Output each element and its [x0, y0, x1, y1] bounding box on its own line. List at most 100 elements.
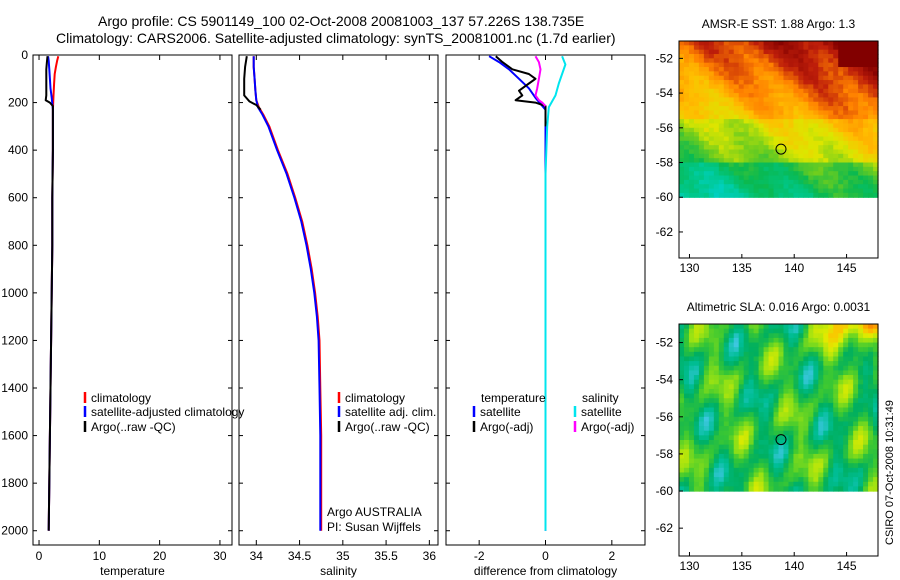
- sst_map-cell: [783, 71, 790, 77]
- sla_map-cell: [763, 430, 770, 436]
- sst_map-cell: [843, 80, 849, 85]
- sla_map-cell: [748, 356, 755, 362]
- sla_map-cell: [713, 467, 720, 474]
- sla_map-cell: [753, 486, 760, 492]
- sla_map-cell: [768, 467, 775, 474]
- sla_map-cell: [773, 398, 780, 404]
- sst_map-cell: [788, 119, 795, 125]
- sla_map-cell: [873, 472, 879, 478]
- sst_map-cell: [743, 136, 750, 142]
- sla_map-cell: [803, 430, 809, 436]
- sla_map-cell: [713, 449, 720, 455]
- sst_map-cell: [808, 106, 814, 112]
- sst_map-cell: [818, 149, 824, 155]
- sst_map-cell: [803, 49, 809, 55]
- sst_map-cell: [738, 149, 745, 155]
- sst_map-cell: [768, 80, 775, 85]
- sla_map-cell: [798, 481, 804, 487]
- sst_map-cell: [833, 49, 839, 55]
- sst_map-cell: [858, 192, 864, 198]
- sst_map-cell: [843, 188, 849, 194]
- sla_map-cell: [763, 407, 770, 413]
- sla_map-xtick-label: 145: [837, 559, 857, 573]
- sla_map-cell: [703, 486, 710, 492]
- sst_map-cell: [728, 45, 735, 51]
- sst_map-cell: [793, 184, 799, 190]
- sst_map-cell: [773, 54, 780, 59]
- sst_map-cell: [793, 58, 799, 64]
- sst_map-cell: [688, 184, 695, 190]
- sst_map-cell: [743, 67, 750, 72]
- sst_map-cell: [813, 62, 819, 68]
- sla_map-cell: [703, 365, 710, 371]
- sla_map-cell: [798, 416, 804, 423]
- sla_map-cell: [818, 347, 824, 353]
- sla_map-cell: [778, 365, 785, 371]
- sla_map-cell: [718, 342, 725, 348]
- sst_map-cell: [703, 132, 710, 138]
- sst_map-cell: [773, 166, 780, 172]
- sst_map-cell: [738, 188, 745, 194]
- sla_map-cell: [823, 347, 829, 353]
- sst_map-cell: [858, 162, 864, 168]
- sst_map-cell: [773, 119, 780, 125]
- header-line1: Argo profile: CS 5901149_100 02-Oct-2008…: [98, 13, 584, 29]
- sla_map-cell: [698, 375, 705, 381]
- sla_map-cell: [688, 402, 695, 409]
- sst_map-cell: [703, 114, 710, 120]
- sst_map-cell: [818, 175, 824, 181]
- sla_map-cell: [823, 430, 829, 436]
- sla_map-cell: [858, 486, 864, 492]
- sla_map-cell: [848, 351, 854, 358]
- sla_map-cell: [773, 481, 780, 487]
- sst_map-cell: [753, 49, 760, 55]
- sla_map-cell: [773, 342, 780, 348]
- sla_map-cell: [813, 458, 819, 464]
- sst_map-cell: [773, 80, 780, 85]
- sst_map-cell: [733, 175, 740, 181]
- sst_map-cell: [753, 175, 760, 181]
- sst_map-cell: [679, 119, 685, 125]
- sla_map-cell: [718, 481, 725, 487]
- sla_map-cell: [688, 328, 695, 334]
- sla_map-cell: [773, 384, 780, 390]
- sst_map-cell: [813, 67, 819, 72]
- sla_map-cell: [858, 458, 864, 464]
- sla_map-cell: [813, 333, 819, 339]
- sla_map-cell: [798, 435, 804, 441]
- sla_map-cell: [758, 463, 765, 469]
- sla_map-cell: [708, 402, 715, 409]
- sst_map-cell: [873, 188, 879, 194]
- sla_map-cell: [738, 365, 745, 371]
- sst_map-cell: [698, 136, 705, 142]
- sla_map-cell: [698, 426, 705, 432]
- temperature-xtick-label: 0: [36, 549, 43, 563]
- sst_map-cell: [808, 45, 814, 51]
- sla_map-cell: [818, 435, 824, 441]
- sla_map-cell: [748, 430, 755, 436]
- sla_map-cell: [713, 458, 720, 464]
- sst_map-cell: [778, 132, 785, 138]
- sla_map-cell: [798, 370, 804, 376]
- sst_map-cell: [783, 101, 790, 107]
- sla_map-cell: [848, 361, 854, 367]
- sst_map-cell: [723, 179, 730, 185]
- sst_map-cell: [868, 184, 874, 190]
- sla_map-cell: [683, 430, 690, 436]
- sst_map-cell: [803, 192, 809, 198]
- sla_map-cell: [728, 449, 735, 455]
- sst_map-cell: [748, 41, 755, 46]
- sla_map-cell: [733, 426, 740, 432]
- sst_map-cell: [763, 162, 770, 168]
- sst_map-cell: [698, 45, 705, 51]
- sst_map-cell: [838, 179, 844, 185]
- sst_map-cell: [848, 106, 854, 112]
- sla_map-cell: [768, 453, 775, 460]
- sla_map-cell: [738, 333, 745, 339]
- sst_map-cell: [818, 162, 824, 168]
- sst_map-cell: [738, 97, 745, 103]
- sla_map-cell: [743, 440, 750, 446]
- sst_map-cell: [763, 49, 770, 55]
- sst_map-cell: [843, 84, 849, 90]
- sst_map-cell: [868, 175, 874, 181]
